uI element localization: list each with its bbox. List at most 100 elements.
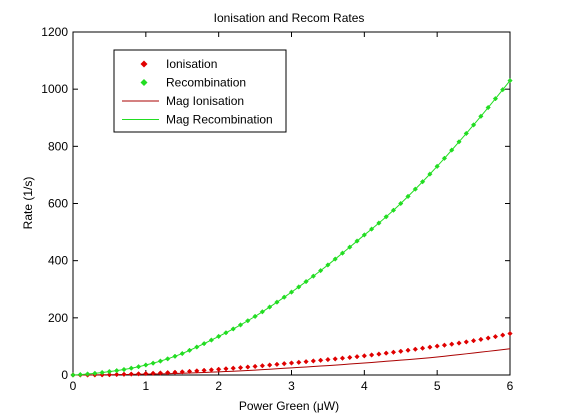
data-point xyxy=(165,369,171,376)
data-point xyxy=(274,299,280,305)
data-point xyxy=(201,367,207,374)
data-point xyxy=(274,361,280,368)
data-point xyxy=(259,309,266,315)
data-point xyxy=(165,356,171,362)
data-point xyxy=(194,344,200,350)
data-point xyxy=(135,364,142,370)
data-point xyxy=(507,77,513,84)
data-point xyxy=(412,346,418,352)
data-point xyxy=(339,250,346,256)
data-point xyxy=(223,330,229,336)
data-point xyxy=(368,226,375,232)
x-tick-label: 4 xyxy=(361,379,368,393)
x-tick-label: 0 xyxy=(70,379,77,393)
data-point xyxy=(339,355,346,361)
data-point xyxy=(281,294,287,300)
data-point xyxy=(383,350,389,356)
y-tick-label: 1200 xyxy=(41,25,68,39)
data-point xyxy=(99,369,105,376)
data-point xyxy=(441,155,448,161)
data-point xyxy=(441,342,448,348)
chart-title: Ionisation and Recom Rates xyxy=(214,11,365,25)
data-point xyxy=(492,96,499,102)
data-point xyxy=(252,363,258,370)
data-point xyxy=(259,363,266,369)
x-tick-label: 6 xyxy=(507,379,514,393)
data-point xyxy=(449,147,455,153)
data-point xyxy=(368,352,375,358)
data-point xyxy=(303,278,309,285)
legend-marker xyxy=(140,60,148,68)
data-point xyxy=(186,368,193,375)
data-point xyxy=(500,332,506,338)
data-point xyxy=(121,371,127,377)
data-point xyxy=(347,354,353,361)
data-point xyxy=(419,179,426,185)
data-point xyxy=(376,351,382,357)
data-point xyxy=(405,347,411,353)
data-point xyxy=(332,256,338,262)
x-tick-label: 2 xyxy=(215,379,222,393)
data-point xyxy=(317,267,324,274)
data-point xyxy=(419,345,426,351)
data-point xyxy=(463,130,469,137)
data-point xyxy=(266,304,273,310)
data-point xyxy=(281,361,287,367)
data-point xyxy=(194,368,200,374)
y-tick-label: 0 xyxy=(61,368,68,382)
data-point xyxy=(252,313,258,320)
data-point xyxy=(135,371,142,377)
data-point xyxy=(223,366,229,372)
x-tick-label: 5 xyxy=(434,379,441,393)
x-axis-title: Power Green (μW) xyxy=(239,399,339,413)
legend-marker xyxy=(140,78,148,87)
data-point xyxy=(70,372,76,378)
data-point xyxy=(478,113,484,119)
data-point xyxy=(143,362,149,368)
legend: Ionisation Recombination Mag Ionisation Mag… xyxy=(113,49,287,133)
data-point xyxy=(179,350,185,357)
data-point xyxy=(332,356,338,362)
data-point xyxy=(310,358,317,364)
data-point xyxy=(398,348,404,354)
data-point xyxy=(128,371,134,377)
data-point xyxy=(470,122,477,128)
y-tick-label: 200 xyxy=(48,311,68,325)
data-point xyxy=(434,343,440,349)
legend-label: Ionisation xyxy=(166,57,217,71)
legend-label: Mag Ionisation xyxy=(166,94,244,108)
data-point xyxy=(266,362,273,368)
data-point xyxy=(296,284,302,290)
data-point xyxy=(347,244,353,250)
data-point xyxy=(463,339,469,345)
data-point xyxy=(208,337,215,343)
data-point xyxy=(390,207,397,213)
data-point xyxy=(150,360,156,366)
data-point xyxy=(449,341,455,347)
data-point xyxy=(434,163,440,169)
plot-area: 0 1 2 3 4 5 6 0 200 400 600 800 1000 1200 xyxy=(41,25,513,393)
data-point xyxy=(412,186,418,192)
data-point xyxy=(383,214,389,220)
data-point xyxy=(354,238,360,244)
data-point xyxy=(398,200,404,207)
data-point xyxy=(121,366,127,373)
data-point xyxy=(405,193,411,200)
data-point xyxy=(92,370,98,376)
data-point xyxy=(325,356,331,363)
data-point xyxy=(390,349,397,355)
data-point xyxy=(150,370,156,376)
y-tick-label: 800 xyxy=(48,139,68,153)
data-point xyxy=(427,171,433,177)
data-point xyxy=(317,357,324,363)
legend-label: Mag Recombination xyxy=(166,113,273,127)
data-point xyxy=(288,360,295,366)
data-point xyxy=(216,366,222,372)
data-point xyxy=(485,104,491,111)
data-point xyxy=(427,344,433,350)
data-point xyxy=(201,340,207,347)
data-point xyxy=(172,369,178,375)
data-point xyxy=(230,365,236,371)
series-markers-ionisation xyxy=(70,330,513,378)
data-point xyxy=(361,232,367,238)
